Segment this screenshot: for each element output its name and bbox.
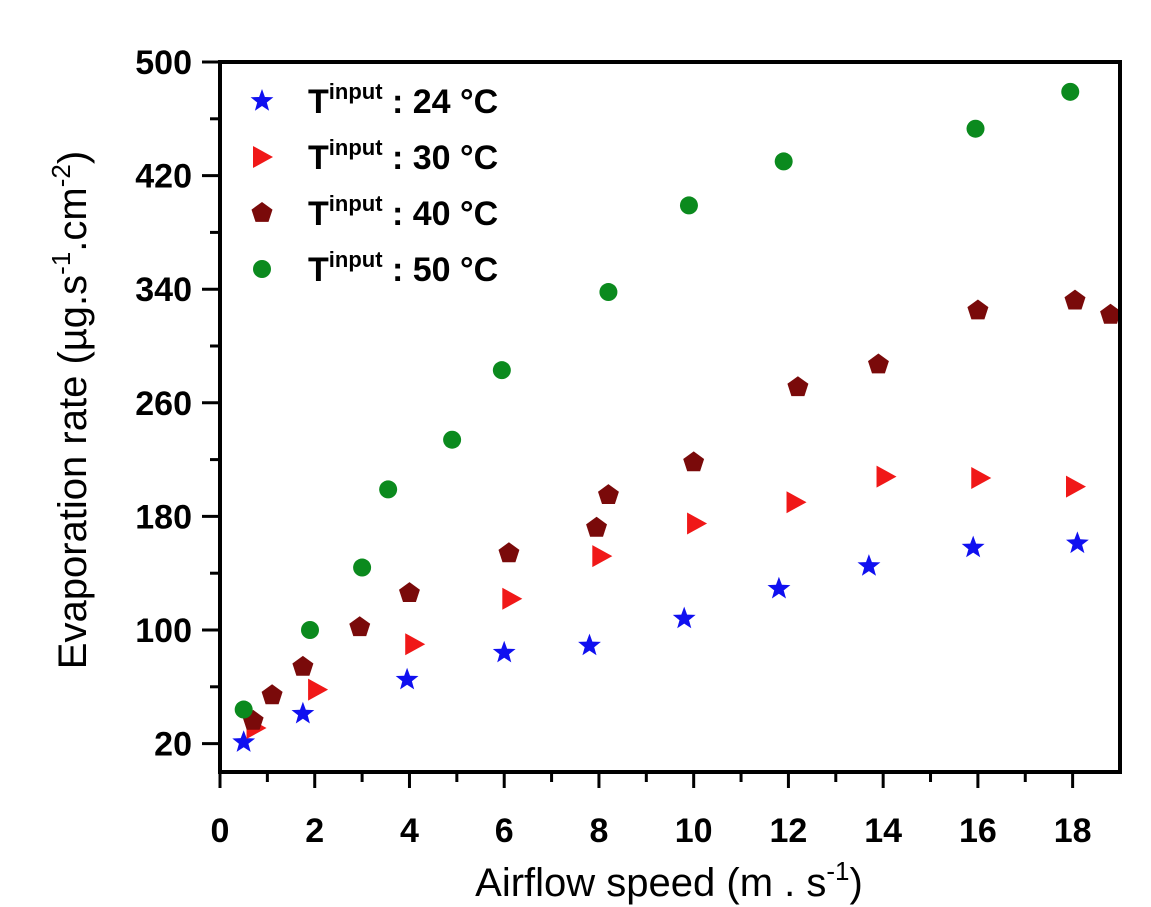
x-tick-label: 10: [675, 812, 713, 850]
legend-marker: [253, 146, 273, 168]
legend-label: Tinput : 24 °C: [308, 79, 498, 121]
data-point: [1061, 82, 1080, 101]
data-point: [379, 480, 398, 499]
y-tick-label: 340: [135, 271, 192, 309]
legend: Tinput : 24 °C Tinput : 30 °C Tinput : 40 …: [250, 79, 498, 289]
data-point: [592, 545, 613, 568]
data-point: [405, 633, 426, 656]
legend-item: Tinput : 40 °C: [251, 191, 498, 233]
x-tick-label: 8: [589, 812, 608, 850]
y-tick-label: 420: [135, 158, 192, 196]
legend-label: Tinput : 40 °C: [308, 191, 498, 233]
legend-item: Tinput : 24 °C: [250, 79, 498, 121]
legend-marker: [253, 260, 271, 278]
data-point: [971, 467, 992, 490]
data-point: [234, 700, 253, 719]
axis-ticks: [202, 60, 1075, 788]
data-point: [1064, 289, 1086, 310]
data-point: [966, 119, 985, 138]
data-point: [261, 684, 283, 705]
x-tick-label: 12: [770, 812, 808, 850]
data-point: [687, 512, 708, 535]
data-point: [679, 196, 698, 215]
x-tick-label: 16: [959, 812, 997, 850]
data-point: [767, 576, 791, 599]
data-point: [787, 376, 809, 397]
y-tick-label: 500: [135, 44, 192, 82]
data-point: [876, 465, 897, 488]
data-point: [857, 554, 881, 576]
y-tick-label: 180: [135, 498, 192, 536]
data-point: [586, 516, 607, 537]
y-tick-label: 20: [154, 726, 192, 764]
series-2: [246, 465, 1086, 739]
legend-item: Tinput : 30 °C: [253, 135, 498, 177]
y-tick-label: 100: [135, 612, 192, 650]
y-tick-label: 260: [135, 385, 192, 423]
data-point: [672, 606, 696, 629]
series-1: [232, 531, 1089, 752]
series-3: [242, 289, 1121, 730]
data-point: [292, 655, 314, 676]
data-points: [232, 82, 1121, 752]
x-tick-label: 0: [211, 812, 230, 850]
legend-marker: [251, 202, 273, 222]
data-point: [492, 361, 511, 380]
x-tick-label: 6: [495, 812, 514, 850]
data-point: [492, 640, 516, 663]
data-point: [395, 667, 419, 690]
data-point: [232, 730, 256, 752]
data-point: [1066, 531, 1089, 554]
data-point: [1066, 475, 1086, 498]
data-point: [578, 633, 601, 656]
data-point: [1100, 303, 1121, 324]
data-point: [353, 558, 372, 577]
data-point: [308, 678, 329, 701]
data-point: [967, 299, 989, 320]
x-axis-title: Airflow speed (m . s-1): [475, 856, 863, 905]
series-4: [234, 82, 1080, 719]
legend-item: Tinput : 50 °C: [253, 247, 498, 289]
data-point: [599, 283, 618, 302]
legend-label: Tinput : 50 °C: [308, 247, 498, 289]
data-point: [349, 616, 371, 637]
data-point: [443, 430, 462, 449]
legend-marker: [250, 89, 274, 111]
data-point: [502, 587, 523, 610]
data-point: [498, 542, 520, 563]
data-point: [291, 701, 315, 724]
data-point: [301, 621, 319, 639]
data-point: [598, 484, 619, 504]
x-tick-label: 4: [400, 812, 419, 850]
data-point: [961, 535, 985, 558]
x-tick-label: 2: [305, 812, 324, 850]
x-tick-label: 18: [1054, 812, 1092, 850]
data-point: [868, 353, 889, 374]
x-tick-label: 14: [864, 812, 902, 850]
data-point: [683, 451, 705, 472]
legend-label: Tinput : 30 °C: [308, 135, 498, 177]
y-axis-title: Evaporation rate (µg.s-1.cm-2): [46, 151, 95, 669]
plot-area-frame: [218, 60, 1122, 774]
data-point: [399, 582, 420, 602]
axis-tick-labels: 0 2 4 6 8 10 12 14 16 18 20 100 180 260 340 420 500: [135, 44, 1091, 850]
data-point: [774, 152, 793, 171]
data-point: [786, 491, 807, 514]
